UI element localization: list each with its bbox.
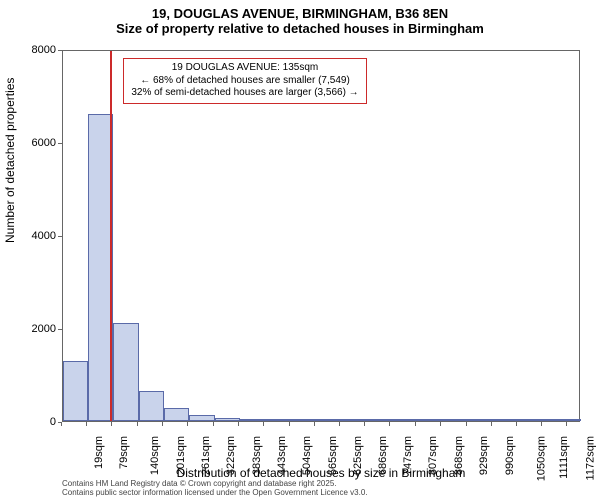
y-tick-label: 0: [50, 416, 56, 428]
x-tick-mark: [137, 422, 138, 426]
histogram-bar: [316, 419, 341, 421]
x-tick-mark: [364, 422, 365, 426]
histogram-bar: [417, 419, 442, 421]
histogram-bar: [215, 418, 240, 421]
x-tick-mark: [111, 422, 112, 426]
y-tick-label: 4000: [32, 230, 56, 242]
annotation-box: 19 DOUGLAS AVENUE: 135sqm ← 68% of detac…: [123, 58, 367, 104]
y-tick-label: 8000: [32, 44, 56, 56]
x-tick-mark: [213, 422, 214, 426]
x-axis-label: Distribution of detached houses by size …: [62, 466, 580, 480]
x-tick-mark: [339, 422, 340, 426]
x-tick-mark: [314, 422, 315, 426]
chart-title-line1: 19, DOUGLAS AVENUE, BIRMINGHAM, B36 8EN: [0, 6, 600, 21]
chart-title-line2: Size of property relative to detached ho…: [0, 21, 600, 36]
x-tick-mark: [389, 422, 390, 426]
histogram-bar: [113, 323, 138, 421]
x-tick-mark: [162, 422, 163, 426]
histogram-bar: [518, 419, 543, 421]
marker-line: [110, 51, 112, 421]
histogram-bar: [139, 391, 164, 421]
histogram-bar: [63, 361, 88, 421]
x-tick-label: 19sqm: [93, 436, 105, 469]
annotation-line2: ← 68% of detached houses are smaller (7,…: [130, 75, 360, 88]
x-tick-mark: [86, 422, 87, 426]
y-axis-ticks: 02000400060008000: [0, 50, 60, 422]
histogram-bar: [391, 419, 416, 421]
footer-line2: Contains public sector information licen…: [62, 489, 368, 498]
x-tick-mark: [466, 422, 467, 426]
x-tick-mark: [289, 422, 290, 426]
histogram-bar: [164, 408, 189, 421]
annotation-line1: 19 DOUGLAS AVENUE: 135sqm: [130, 62, 360, 75]
x-tick-mark: [566, 422, 567, 426]
x-tick-mark: [415, 422, 416, 426]
histogram-bar: [568, 419, 581, 421]
x-tick-mark: [541, 422, 542, 426]
histogram-bar: [291, 419, 316, 421]
x-tick-mark: [61, 422, 62, 426]
x-tick-mark: [187, 422, 188, 426]
x-tick-mark: [440, 422, 441, 426]
plot-area: 19 DOUGLAS AVENUE: 135sqm ← 68% of detac…: [62, 50, 580, 422]
histogram-bar: [543, 419, 568, 421]
histogram-bar: [341, 419, 366, 421]
y-tick-label: 2000: [32, 323, 56, 335]
x-tick-mark: [491, 422, 492, 426]
x-tick-mark: [238, 422, 239, 426]
x-tick-mark: [516, 422, 517, 426]
footer: Contains HM Land Registry data © Crown c…: [62, 480, 368, 498]
histogram-bar: [468, 419, 493, 421]
histogram-bar: [189, 415, 214, 421]
histogram-bar: [366, 419, 391, 421]
x-tick-label: 1172sqm: [585, 436, 597, 480]
histogram-bar: [493, 419, 518, 421]
histogram-bar: [240, 419, 265, 421]
histogram-bar: [442, 419, 467, 421]
histogram-bar: [265, 419, 290, 421]
x-tick-mark: [263, 422, 264, 426]
y-tick-label: 6000: [32, 137, 56, 149]
annotation-line3: 32% of semi-detached houses are larger (…: [130, 87, 360, 100]
x-tick-label: 79sqm: [118, 436, 130, 469]
